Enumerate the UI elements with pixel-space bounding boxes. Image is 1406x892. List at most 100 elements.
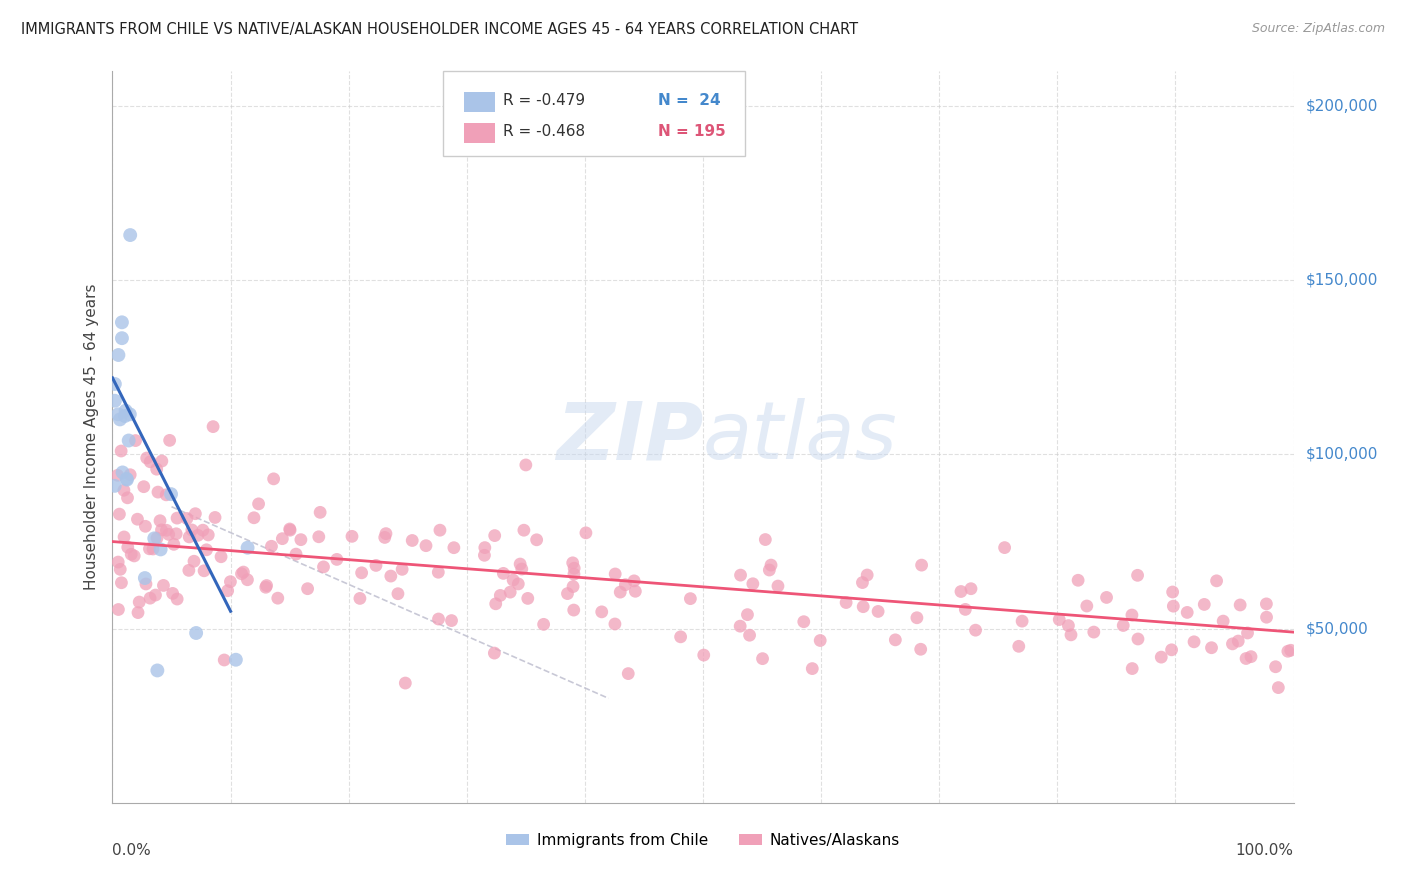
Point [499,585,522,599]
Point [254,580,277,594]
Point [1194,598,1216,612]
Point [492,566,515,581]
Point [364,558,387,573]
Point [225,653,247,667]
Point [1112,618,1135,632]
Point [111,466,134,480]
Point [1267,681,1289,695]
Point [489,589,512,603]
Point [562,580,585,594]
Point [808,633,831,648]
Point [415,539,437,553]
Point [728,619,751,633]
Point [443,541,465,555]
Point [118,434,141,448]
Point [1163,599,1185,614]
Point [562,567,585,582]
Point [134,571,156,585]
Point [135,577,157,591]
Point [605,566,627,581]
Point [247,497,270,511]
Point [195,542,218,557]
Point [609,585,631,599]
Point [1060,628,1083,642]
Point [1222,637,1244,651]
Point [955,602,977,616]
Point [852,599,875,614]
Point [1279,643,1302,657]
Point [157,527,180,541]
Point [184,507,207,521]
Point [278,523,301,537]
Point [575,525,598,540]
Point [868,604,890,618]
Point [1212,614,1234,628]
Point [474,549,496,563]
Point [513,523,536,537]
Point [526,533,548,547]
Point [1256,597,1278,611]
Point [1121,662,1143,676]
Point [766,579,789,593]
Text: IMMIGRANTS FROM CHILE VS NATIVE/ALASKAN HOUSEHOLDER INCOME AGES 45 - 64 YEARS CO: IMMIGRANTS FROM CHILE VS NATIVE/ALASKAN … [21,22,858,37]
Point [114,409,136,423]
Point [751,651,773,665]
Point [108,507,131,521]
Point [1150,650,1173,665]
Point [124,434,146,448]
Point [851,575,873,590]
Point [176,511,198,525]
Point [231,566,253,581]
Point [115,473,138,487]
Point [1160,642,1182,657]
Point [110,575,132,590]
Point [110,444,132,458]
Point [112,530,135,544]
Point [112,483,135,498]
Point [1205,574,1227,588]
Point [374,530,396,544]
Point [212,653,235,667]
Point [960,582,983,596]
Point [107,602,129,616]
Point [1126,632,1149,646]
Point [758,563,780,577]
Point [120,467,142,482]
Point [312,560,335,574]
Point [114,403,136,417]
Point [138,541,160,556]
Point [510,562,533,576]
Point [375,526,398,541]
Point [219,574,242,589]
Point [149,542,172,557]
Point [427,612,450,626]
Point [159,434,181,448]
Y-axis label: Householder Income Ages 45 - 64 years: Householder Income Ages 45 - 64 years [84,284,100,591]
Point [741,576,763,591]
Point [146,531,169,545]
Point [132,480,155,494]
Point [905,611,928,625]
Point [135,450,157,465]
Point [561,556,583,570]
Point [142,541,165,556]
Point [835,595,858,609]
Point [191,523,214,537]
Point [1011,614,1033,628]
Point [139,455,162,469]
Point [679,591,702,606]
Text: ZIP: ZIP [555,398,703,476]
Text: R = -0.479: R = -0.479 [503,94,585,108]
Point [260,539,283,553]
Point [1264,659,1286,673]
Point [484,646,506,660]
Point [150,454,173,468]
Point [163,537,186,551]
Point [120,228,142,243]
Point [145,588,167,602]
Point [484,528,506,542]
Point [1008,640,1031,654]
Point [562,561,585,575]
Point [179,530,201,544]
Point [165,526,187,541]
